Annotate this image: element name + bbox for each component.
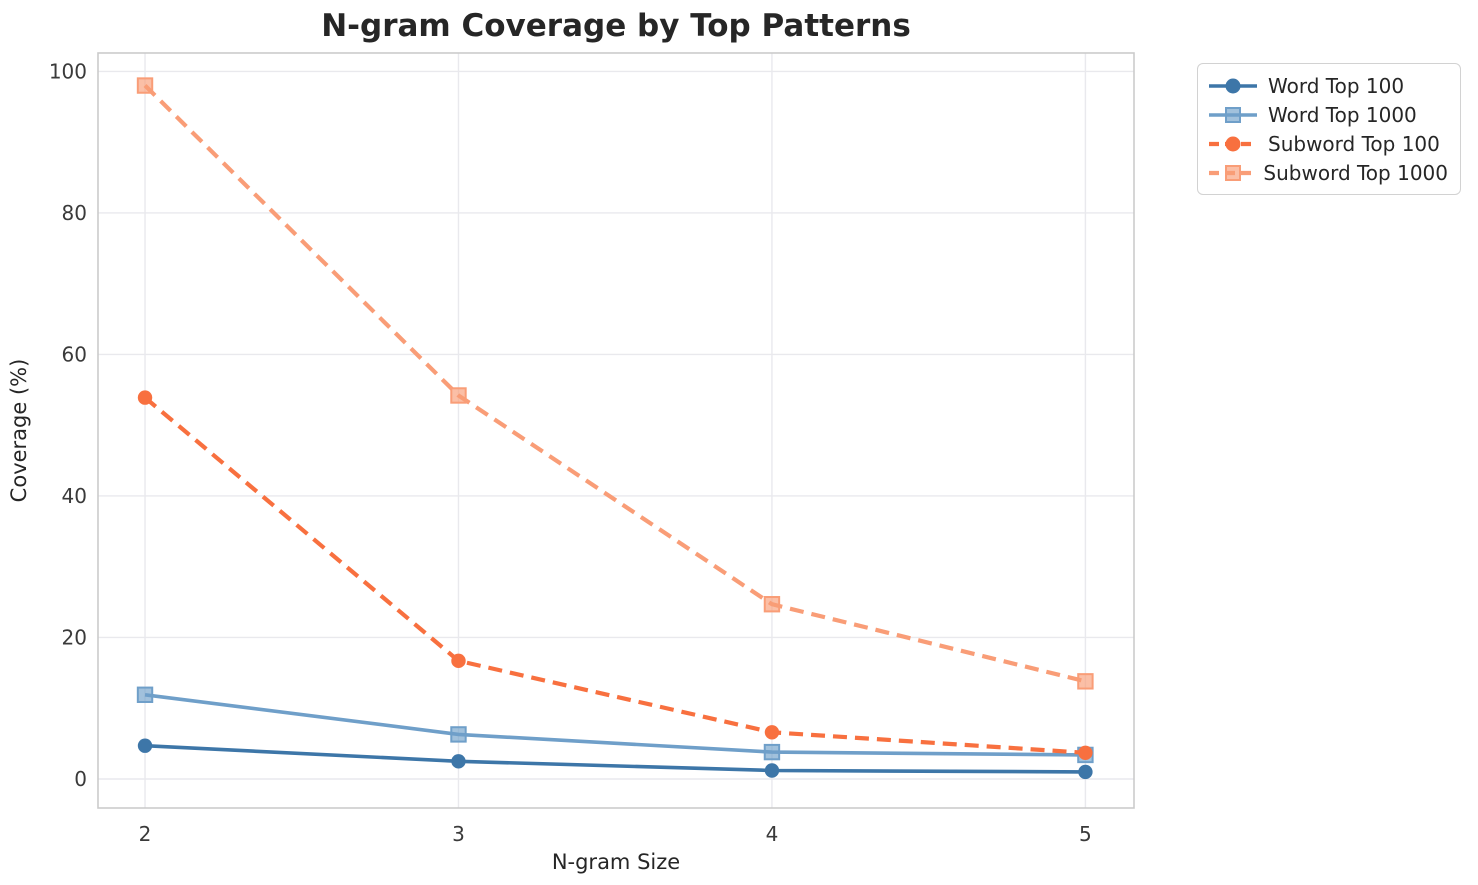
- data-point-subword-top-100: [1078, 745, 1093, 761]
- data-point-subword-top-100: [451, 653, 466, 669]
- x-tick-label: 3: [452, 822, 465, 846]
- legend-swatch-square-icon: [1209, 164, 1254, 181]
- legend-item: Word Top 100: [1208, 72, 1448, 99]
- legend-item-label: Subword Top 1000: [1263, 160, 1448, 185]
- legend: Word Top 100 Word Top 1000 Subword Top 100…: [1197, 63, 1461, 195]
- data-point-subword-top-100: [137, 390, 153, 405]
- series-line-word-top-100: [144, 743, 1086, 774]
- y-tick-label: 20: [62, 625, 87, 649]
- legend-item: Word Top 1000: [1208, 101, 1448, 128]
- x-axis-title: N-gram Size: [552, 850, 680, 874]
- data-point-word-top-100: [451, 754, 466, 769]
- x-tick-label: 5: [1079, 822, 1092, 846]
- y-axis-title: Coverage (%): [7, 359, 31, 503]
- y-tick-label: 100: [49, 59, 87, 83]
- y-tick-label: 0: [74, 767, 87, 791]
- y-tick-label: 60: [62, 342, 87, 366]
- data-point-word-top-100: [1078, 764, 1093, 780]
- legend-item: Subword Top 1000: [1208, 159, 1448, 186]
- data-point-subword-top-1000: [763, 596, 781, 613]
- data-point-word-top-100: [764, 763, 780, 778]
- y-tick-label: 80: [62, 201, 87, 225]
- series-line-subword-top-1000: [143, 84, 1086, 684]
- data-point-word-top-1000: [136, 686, 154, 703]
- series-line-subword-top-100: [143, 395, 1086, 755]
- x-tick-label: 2: [139, 822, 152, 846]
- axes-spines: [97, 52, 1135, 809]
- legend-item: Subword Top 100: [1208, 130, 1448, 157]
- data-point-word-top-1000: [450, 726, 467, 743]
- legend-swatch-circle-icon: [1209, 78, 1257, 93]
- y-tick-label: 40: [62, 484, 87, 508]
- chart-title: N-gram Coverage by Top Patterns: [321, 8, 911, 44]
- data-point-subword-top-1000: [1077, 673, 1094, 690]
- legend-item-label: Word Top 1000: [1268, 102, 1417, 127]
- legend-swatch-circle-icon: [1209, 136, 1257, 151]
- legend-item-label: Word Top 100: [1268, 73, 1405, 98]
- data-point-word-top-1000: [763, 743, 781, 761]
- x-tick-label: 4: [766, 822, 779, 846]
- data-point-subword-top-1000: [450, 387, 467, 404]
- legend-swatch-square-icon: [1209, 106, 1257, 123]
- series-line-word-top-1000: [144, 692, 1086, 757]
- data-point-subword-top-100: [764, 725, 780, 740]
- data-point-word-top-100: [137, 738, 153, 753]
- legend-item-label: Subword Top 100: [1268, 131, 1440, 156]
- data-point-subword-top-1000: [136, 77, 154, 94]
